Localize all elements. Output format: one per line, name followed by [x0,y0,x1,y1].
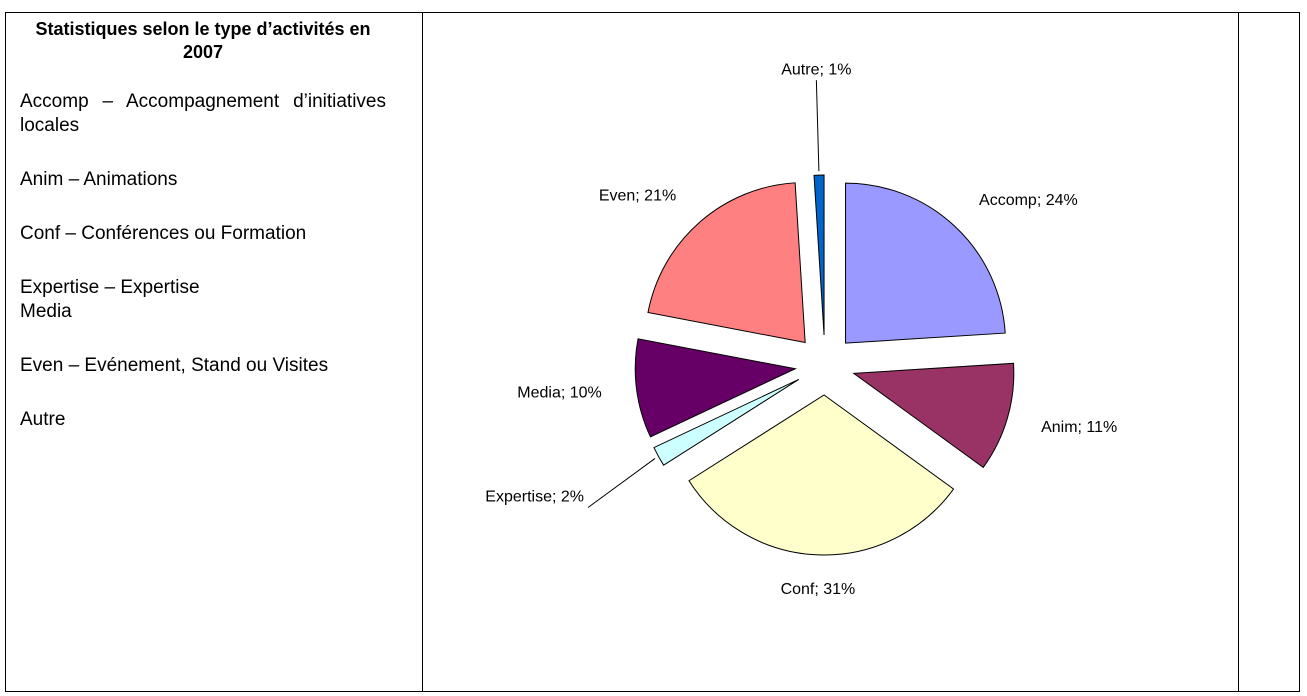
sidebar: Statistiques selon le type d’activités e… [20,18,386,462]
leader-line [815,80,820,172]
data-label: Expertise; 2% [485,489,584,506]
leader-line [587,458,656,508]
pie-slice [688,394,955,556]
legend-line: Anim – Animations [20,169,178,190]
legend-line: Conf – Conférences ou Formation [20,223,307,244]
legend-line: Accomp – Accompagnement d’initiatives lo… [20,91,386,136]
legend-paragraph: Accomp – Accompagnement d’initiatives lo… [20,90,386,138]
data-label: Conf; 31% [781,581,856,598]
data-label: Media; 10% [517,384,602,401]
legend-paragraph: Autre [20,408,386,432]
legend-line: Expertise – Expertise [20,277,200,298]
pie-slice [845,182,1006,344]
data-label: Even; 21% [599,187,676,204]
pie-slice [813,174,825,336]
legend-paragraph: Anim – Animations [20,168,386,192]
legend-paragraph: Even – Evénement, Stand ou Visites [20,354,386,378]
page: Statistiques selon le type d’activités e… [5,12,1300,692]
data-label: Autre; 1% [781,61,851,78]
pie-slice [653,379,799,466]
legend-line: Autre [20,409,66,430]
chart-frame: Accomp; 24% Anim; 11% Conf; 31% Expertise; … [422,12,1239,692]
chart: Accomp; 24% Anim; 11% Conf; 31% Expertise; … [485,61,1117,598]
pie-slice [852,362,1015,469]
data-label: Anim; 11% [1041,419,1117,436]
legend-line: Even – Evénement, Stand ou Visites [20,355,329,376]
pie-slice [647,182,806,344]
sidebar-title: Statistiques selon le type d’activités e… [35,19,371,62]
legend-paragraph: Expertise – Expertise Media [20,276,386,324]
legend-line: Media [20,301,72,322]
data-label: Accomp; 24% [979,192,1078,209]
pie-slice [634,338,797,438]
legend-paragraph: Conf – Conférences ou Formation [20,222,386,246]
